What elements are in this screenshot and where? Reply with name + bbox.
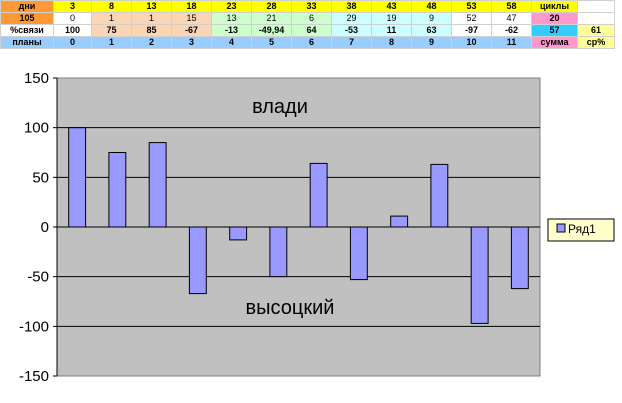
spreadsheet-table: дни 3 8 13 18 23 28 33 38 43 48 53 58 циклы 105 0 1 1 15 13… — [0, 0, 615, 49]
annotation-top: влади — [252, 96, 308, 118]
sheet-cell[interactable]: 100 — [53, 24, 92, 37]
sheet-cell[interactable]: 28 — [251, 0, 292, 13]
sheet-cell[interactable]: 47 — [491, 12, 532, 25]
sheet-cell[interactable]: 61 — [577, 24, 615, 37]
sheet-cell[interactable]: 3 — [171, 36, 212, 49]
sheet-cell[interactable]: 5 — [251, 36, 292, 49]
y-tick-label: 100 — [24, 120, 49, 137]
sheet-cell[interactable]: -97 — [451, 24, 492, 37]
sheet-cell[interactable]: %связи — [0, 24, 54, 37]
y-tick-label: 50 — [32, 169, 49, 186]
legend-label: Ряд1 — [568, 222, 596, 236]
legend: Ряд1 — [547, 218, 615, 242]
sheet-cell[interactable]: 105 — [0, 12, 54, 25]
sheet-cell[interactable]: 6 — [291, 36, 332, 49]
sheet-cell[interactable]: 13 — [211, 12, 252, 25]
sheet-row: 105 0 1 1 15 13 21 6 29 19 9 52 47 20 — [0, 12, 615, 25]
sheet-cell[interactable]: 4 — [211, 36, 252, 49]
sheet-cell[interactable]: 52 — [451, 12, 492, 25]
sheet-cell[interactable]: 53 — [451, 0, 492, 13]
bar — [108, 152, 127, 228]
bar — [269, 226, 288, 278]
sheet-cell[interactable]: 13 — [131, 0, 172, 13]
sheet-cell[interactable]: 3 — [53, 0, 92, 13]
sheet-cell[interactable]: 8 — [371, 36, 412, 49]
sheet-cell[interactable]: 20 — [531, 12, 578, 25]
sheet-cell[interactable]: 1 — [131, 12, 172, 25]
sheet-cell[interactable]: 0 — [53, 36, 92, 49]
sheet-cell[interactable]: -67 — [171, 24, 212, 37]
sheet-cell[interactable]: 38 — [331, 0, 372, 13]
grid-lines — [57, 127, 540, 327]
sheet-cell[interactable]: 64 — [291, 24, 332, 37]
bar — [148, 142, 167, 228]
sheet-cell[interactable] — [577, 0, 615, 13]
annotation-bottom: высоцкий — [246, 297, 335, 319]
sheet-cell[interactable]: 43 — [371, 0, 412, 13]
sheet-cell[interactable]: ср% — [577, 36, 615, 49]
bar — [390, 215, 409, 228]
sheet-cell[interactable]: 21 — [251, 12, 292, 25]
bar — [430, 163, 449, 228]
sheet-cell[interactable]: 8 — [91, 0, 132, 13]
sheet-cell[interactable]: 11 — [371, 24, 412, 37]
y-axis: -150 -100 -50 0 50 100 150 — [19, 70, 58, 385]
sheet-cell[interactable]: -13 — [211, 24, 252, 37]
sheet-cell[interactable]: -62 — [491, 24, 532, 37]
sheet-cell[interactable]: 58 — [491, 0, 532, 13]
bar — [470, 226, 489, 324]
bar-series — [68, 127, 529, 324]
sheet-cell[interactable]: 29 — [331, 12, 372, 25]
sheet-row: дни 3 8 13 18 23 28 33 38 43 48 53 58 циклы — [0, 0, 615, 13]
sheet-cell[interactable]: 23 — [211, 0, 252, 13]
sheet-cell[interactable]: 19 — [371, 12, 412, 25]
sheet-cell[interactable]: планы — [0, 36, 54, 49]
bar — [188, 226, 207, 295]
bar — [68, 127, 87, 228]
sheet-cell[interactable]: 48 — [411, 0, 452, 13]
y-tick-label: -50 — [27, 269, 49, 286]
sheet-row: планы 0 1 2 3 4 5 6 7 8 9 10 11 сумма ср% — [0, 36, 615, 49]
sheet-cell[interactable]: 6 — [291, 12, 332, 25]
sheet-cell[interactable]: сумма — [531, 36, 578, 49]
sheet-cell[interactable]: 7 — [331, 36, 372, 49]
sheet-row: %связи 100 75 85 -67 -13 -49,94 64 -53 11 63 -97 -62… — [0, 24, 615, 37]
sheet-cell[interactable]: 10 — [451, 36, 492, 49]
sheet-cell[interactable]: 18 — [171, 0, 212, 13]
sheet-cell[interactable]: 9 — [411, 36, 452, 49]
bar — [510, 226, 529, 290]
sheet-cell[interactable]: 75 — [91, 24, 132, 37]
sheet-cell[interactable]: 15 — [171, 12, 212, 25]
sheet-cell[interactable]: 2 — [131, 36, 172, 49]
y-tick-label: -100 — [19, 318, 49, 335]
bar — [349, 226, 368, 281]
bar — [309, 162, 328, 228]
sheet-cell[interactable]: 11 — [491, 36, 532, 49]
y-tick-label: 150 — [24, 70, 49, 87]
sheet-cell[interactable]: дни — [0, 0, 54, 13]
sheet-cell[interactable]: 85 — [131, 24, 172, 37]
sheet-cell[interactable]: 0 — [53, 12, 92, 25]
sheet-cell[interactable]: 1 — [91, 36, 132, 49]
sheet-cell[interactable]: 63 — [411, 24, 452, 37]
bar — [229, 226, 248, 241]
sheet-cell[interactable]: 9 — [411, 12, 452, 25]
y-tick-label: 0 — [41, 219, 49, 236]
sheet-cell[interactable]: 57 — [531, 24, 578, 37]
sheet-cell[interactable] — [577, 12, 615, 25]
sheet-cell[interactable]: 33 — [291, 0, 332, 13]
sheet-cell[interactable]: циклы — [531, 0, 578, 13]
sheet-cell[interactable]: 1 — [91, 12, 132, 25]
sheet-cell[interactable]: -53 — [331, 24, 372, 37]
y-tick-label: -150 — [19, 368, 49, 385]
sheet-cell[interactable]: -49,94 — [251, 24, 292, 37]
legend-swatch — [556, 223, 566, 233]
